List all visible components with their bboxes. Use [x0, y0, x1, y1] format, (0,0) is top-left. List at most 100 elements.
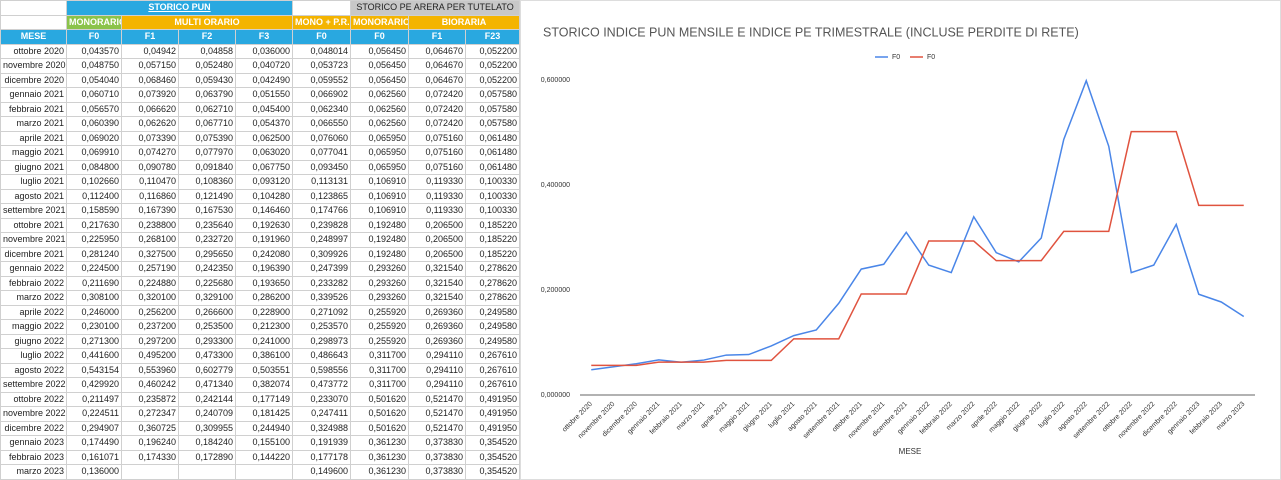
value-cell: 0,174766: [292, 203, 352, 219]
table-row: dicembre 2021 0,281240 0,327500 0,295650 0,2…: [0, 246, 521, 262]
value-cell: 0,066902: [292, 87, 352, 103]
value-cell: 0,602779: [178, 362, 236, 378]
value-cell: 0,052200: [465, 72, 521, 88]
value-cell: 0,062340: [292, 101, 352, 117]
value-cell: 0,075160: [408, 159, 467, 175]
value-cell: 0,327500: [121, 246, 179, 262]
value-cell: 0,196240: [121, 435, 179, 451]
value-cell: 0,354520: [465, 435, 521, 451]
series-line: [591, 78, 1245, 371]
month-cell: agosto 2021: [0, 188, 67, 204]
value-cell: 0,064670: [408, 58, 467, 74]
month-cell: febbraio 2021: [0, 101, 67, 117]
value-cell: 0,084800: [66, 159, 122, 175]
value-cell: 0,192480: [350, 217, 410, 233]
value-cell: 0,091840: [178, 159, 236, 175]
y-tick-label: 0,000000: [541, 392, 570, 399]
table-row: STORICO PUN STORICO PE ARERA PER TUTELATO: [0, 0, 521, 16]
column-header: F3: [234, 29, 294, 45]
value-cell: 0,295650: [178, 246, 236, 262]
value-cell: 0,486643: [292, 348, 352, 364]
value-cell: 0,293300: [178, 333, 236, 349]
table-row: novembre 2022 0,224511 0,272347 0,240709 0,1…: [0, 406, 521, 422]
value-cell: 0,311700: [350, 377, 410, 393]
value-cell: 0,054370: [234, 116, 294, 132]
value-cell: 0,177178: [292, 449, 352, 465]
value-cell: [234, 464, 294, 480]
value-cell: 0,155100: [234, 435, 294, 451]
value-cell: 0,119330: [408, 188, 467, 204]
table-row: marzo 2021 0,060390 0,062620 0,067710 0,0543…: [0, 116, 521, 132]
table-row: gennaio 2023 0,174490 0,196240 0,184240 0,15…: [0, 435, 521, 451]
value-cell: 0,237200: [121, 319, 179, 335]
value-cell: 0,075390: [178, 130, 236, 146]
table-row: febbraio 2023 0,161071 0,174330 0,172890 0,1…: [0, 449, 521, 465]
value-cell: 0,249580: [465, 333, 521, 349]
table-row: giugno 2022 0,271300 0,297200 0,293300 0,241…: [0, 333, 521, 349]
value-cell: 0,119330: [408, 174, 467, 190]
y-tick-label: 0,600000: [541, 77, 570, 84]
y-tick-label: 0,200000: [541, 287, 570, 294]
value-cell: 0,278620: [465, 290, 521, 306]
value-cell: 0,177149: [234, 391, 294, 407]
value-cell: 0,217630: [66, 217, 122, 233]
value-cell: 0,056570: [66, 101, 122, 117]
table-row: maggio 2022 0,230100 0,237200 0,253500 0,212…: [0, 319, 521, 335]
value-cell: 0,167530: [178, 203, 236, 219]
value-cell: 0,294110: [408, 348, 467, 364]
spreadsheet: STORICO PUN STORICO PE ARERA PER TUTELATO…: [0, 0, 521, 480]
month-cell: luglio 2021: [0, 174, 67, 190]
value-cell: 0,077041: [292, 145, 352, 161]
value-cell: 0,066620: [121, 101, 179, 117]
month-cell: settembre 2022: [0, 377, 67, 393]
value-cell: 0,064670: [408, 72, 467, 88]
value-cell: 0,211497: [66, 391, 122, 407]
value-cell: 0,311700: [350, 362, 410, 378]
month-cell: novembre 2021: [0, 232, 67, 248]
value-cell: 0,065950: [350, 145, 410, 161]
group-header: BIORARIA: [408, 14, 521, 30]
month-cell: aprile 2021: [0, 130, 67, 146]
value-cell: 0,255920: [350, 304, 410, 320]
month-cell: gennaio 2021: [0, 87, 67, 103]
value-cell: 0,043570: [66, 43, 122, 59]
value-cell: 0,062710: [178, 101, 236, 117]
value-cell: 0,065950: [350, 130, 410, 146]
value-cell: 0,051550: [234, 87, 294, 103]
value-cell: 0,247399: [292, 261, 352, 277]
value-cell: 0,233282: [292, 275, 352, 291]
value-cell: 0,121490: [178, 188, 236, 204]
value-cell: 0,233070: [292, 391, 352, 407]
chart-title: STORICO INDICE PUN MENSILE E INDICE PE T…: [543, 25, 1079, 39]
value-cell: 0,042490: [234, 72, 294, 88]
value-cell: 0,298973: [292, 333, 352, 349]
value-cell: 0,308100: [66, 290, 122, 306]
value-cell: 0,294907: [66, 420, 122, 436]
column-header: F23: [465, 29, 521, 45]
value-cell: 0,495200: [121, 348, 179, 364]
table-row: giugno 2021 0,084800 0,090780 0,091840 0,067…: [0, 159, 521, 175]
table-row: gennaio 2021 0,060710 0,073920 0,063790 0,05…: [0, 87, 521, 103]
value-cell: 0,230100: [66, 319, 122, 335]
blank-cell: [0, 14, 67, 30]
value-cell: 0,116860: [121, 188, 179, 204]
table-row: agosto 2022 0,543154 0,553960 0,602779 0,503…: [0, 362, 521, 378]
table-row: ottobre 2020 0,043570 0,04942 0,04858 0,0360…: [0, 43, 521, 59]
table-row: gennaio 2022 0,224500 0,257190 0,242350 0,19…: [0, 261, 521, 277]
value-cell: 0,309926: [292, 246, 352, 262]
value-cell: 0,052480: [178, 58, 236, 74]
month-cell: dicembre 2021: [0, 246, 67, 262]
table-row: settembre 2022 0,429920 0,460242 0,471340 0,…: [0, 377, 521, 393]
value-cell: 0,249580: [465, 319, 521, 335]
month-cell: ottobre 2020: [0, 43, 67, 59]
month-cell: gennaio 2022: [0, 261, 67, 277]
value-cell: 0,225680: [178, 275, 236, 291]
value-cell: 0,294110: [408, 362, 467, 378]
column-header: F0: [350, 29, 410, 45]
group-title: STORICO PE ARERA PER TUTELATO: [350, 0, 521, 16]
table-row: settembre 2021 0,158590 0,167390 0,167530 0,…: [0, 203, 521, 219]
table-row: ottobre 2021 0,217630 0,238800 0,235640 0,19…: [0, 217, 521, 233]
value-cell: 0,309955: [178, 420, 236, 436]
table-row: aprile 2022 0,246000 0,256200 0,266600 0,228…: [0, 304, 521, 320]
value-cell: 0,268100: [121, 232, 179, 248]
